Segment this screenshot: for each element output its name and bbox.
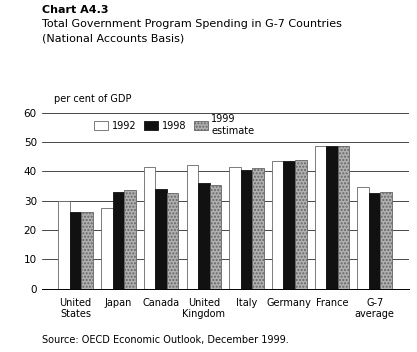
Bar bbox=[272, 161, 284, 289]
Bar bbox=[326, 146, 338, 289]
Bar bbox=[338, 146, 349, 289]
Legend: 1992, 1998, 1999
estimate: 1992, 1998, 1999 estimate bbox=[94, 114, 254, 136]
Text: Source: OECD Economic Outlook, December 1999.: Source: OECD Economic Outlook, December … bbox=[42, 335, 289, 345]
Bar bbox=[357, 187, 369, 289]
Bar bbox=[156, 189, 167, 289]
Bar bbox=[101, 208, 113, 289]
Text: Chart A4.3: Chart A4.3 bbox=[42, 5, 108, 15]
Bar bbox=[113, 192, 124, 289]
Bar bbox=[210, 184, 221, 289]
Bar bbox=[81, 212, 93, 289]
Bar bbox=[58, 201, 70, 289]
Bar bbox=[70, 212, 81, 289]
Text: per cent of GDP: per cent of GDP bbox=[54, 94, 132, 104]
Bar bbox=[252, 168, 264, 289]
Bar bbox=[144, 167, 156, 289]
Bar bbox=[241, 170, 252, 289]
Bar bbox=[284, 161, 295, 289]
Bar bbox=[229, 167, 241, 289]
Bar bbox=[167, 193, 178, 289]
Bar bbox=[369, 193, 380, 289]
Text: (National Accounts Basis): (National Accounts Basis) bbox=[42, 33, 184, 43]
Bar bbox=[315, 146, 326, 289]
Bar bbox=[380, 192, 392, 289]
Bar bbox=[124, 190, 136, 289]
Bar bbox=[198, 183, 210, 289]
Bar bbox=[295, 159, 306, 289]
Bar bbox=[186, 165, 198, 289]
Text: Total Government Program Spending in G-7 Countries: Total Government Program Spending in G-7… bbox=[42, 19, 342, 29]
